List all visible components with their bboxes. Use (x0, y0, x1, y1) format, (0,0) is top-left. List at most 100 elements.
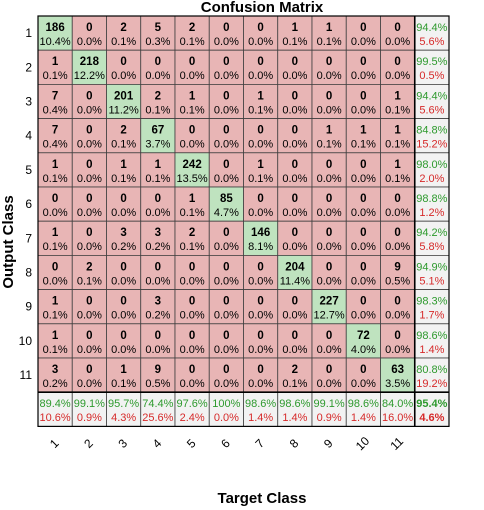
y-tick-label: 11 (20, 368, 33, 382)
matrix-cell (380, 220, 416, 256)
cell-count-label: 0 (86, 227, 92, 239)
cell-count-label: 2 (120, 125, 126, 137)
cell-percent-label: 0.0% (317, 344, 342, 356)
summary-correct-label: 89.4% (40, 398, 71, 410)
summary-cell (414, 357, 450, 393)
cell-count-label: 3 (120, 227, 126, 239)
summary-error-label: 0.5% (419, 70, 444, 82)
summary-cell (243, 391, 279, 427)
y-axis-title: Output Class (0, 195, 17, 288)
matrix-cell (277, 49, 313, 85)
cell-percent-label: 0.0% (214, 310, 239, 322)
cell-count-label: 0 (360, 90, 366, 102)
summary-cell (414, 84, 450, 120)
matrix-cell (277, 152, 313, 188)
cell-percent-label: 0.1% (351, 139, 376, 151)
matrix-cell (277, 15, 313, 51)
cell-count-label: 0 (223, 90, 229, 102)
summary-correct-label: 94.2% (416, 227, 447, 239)
cell-count-label: 201 (114, 90, 134, 102)
matrix-cell (243, 323, 279, 359)
matrix-cell (37, 220, 73, 256)
cell-count-label: 227 (320, 296, 339, 308)
cell-percent-label: 0.0% (214, 173, 239, 185)
matrix-cell (277, 323, 313, 359)
cell-percent-label: 0.1% (43, 310, 68, 322)
y-tick-label: 2 (25, 60, 32, 74)
cell-count-label: 0 (326, 90, 332, 102)
cell-count-label: 0 (223, 261, 229, 273)
cell-count-label: 0 (360, 364, 366, 376)
cell-count-label: 1 (52, 227, 59, 239)
matrix-cell (380, 118, 416, 154)
matrix-cell (243, 254, 279, 290)
cell-count-label: 0 (360, 261, 366, 273)
cell-percent-label: 0.1% (317, 139, 342, 151)
cell-count-label: 1 (52, 56, 59, 68)
cell-percent-label: 0.2% (145, 310, 170, 322)
cell-percent-label: 0.0% (145, 344, 170, 356)
cell-count-label: 0 (86, 159, 92, 171)
matrix-cell (208, 357, 244, 393)
cell-count-label: 0 (257, 22, 263, 34)
cell-count-label: 0 (120, 296, 126, 308)
cell-count-label: 0 (394, 56, 400, 68)
summary-cell (414, 254, 450, 290)
matrix-cell (140, 186, 176, 222)
cell-percent-label: 0.1% (282, 378, 307, 390)
matrix-cell (140, 289, 176, 325)
summary-error-label: 16.0% (382, 412, 413, 424)
cell-count-label: 186 (46, 22, 65, 34)
matrix-cell (380, 152, 416, 188)
cell-percent-label: 0.1% (111, 36, 136, 48)
summary-error-label: 1.4% (419, 344, 444, 356)
matrix-cell (380, 49, 416, 85)
matrix-cell (37, 15, 73, 51)
cell-percent-label: 0.0% (385, 207, 410, 219)
cell-count-label: 1 (394, 125, 401, 137)
cell-percent-label: 0.0% (214, 378, 239, 390)
cell-count-label: 0 (394, 22, 400, 34)
matrix-cell (345, 49, 381, 85)
x-tick-label: 6 (218, 436, 233, 451)
cell-count-label: 0 (292, 330, 298, 342)
matrix-cell (37, 186, 73, 222)
matrix-cell (243, 49, 279, 85)
cell-count-label: 67 (151, 125, 164, 137)
matrix-cell (208, 118, 244, 154)
cell-count-label: 0 (86, 193, 92, 205)
cell-percent-label: 0.0% (43, 275, 68, 287)
cell-count-label: 0 (394, 330, 400, 342)
cell-count-label: 2 (292, 364, 298, 376)
summary-cell (414, 220, 450, 256)
cell-count-label: 0 (257, 56, 263, 68)
matrix-border (37, 15, 450, 427)
matrix-cell (106, 152, 142, 188)
matrix-cell (140, 49, 176, 85)
cell-percent-label: 0.0% (317, 104, 342, 116)
cell-percent-label: 0.0% (180, 310, 205, 322)
cell-percent-label: 0.0% (77, 378, 102, 390)
cell-percent-label: 12.2% (74, 70, 105, 82)
cell-count-label: 85 (220, 193, 233, 205)
summary-error-label: 2.4% (180, 412, 205, 424)
cell-count-label: 0 (360, 296, 366, 308)
cell-count-label: 2 (155, 90, 161, 102)
cell-percent-label: 0.0% (214, 344, 239, 356)
cell-count-label: 1 (394, 90, 401, 102)
matrix-cell (71, 15, 107, 51)
summary-correct-label: 100% (212, 398, 240, 410)
cell-count-label: 1 (189, 193, 196, 205)
cell-count-label: 0 (326, 330, 332, 342)
cell-count-label: 0 (257, 364, 263, 376)
summary-cell (380, 391, 416, 427)
matrix-cell (208, 220, 244, 256)
y-tick-label: 10 (19, 334, 33, 348)
cell-count-label: 9 (394, 261, 400, 273)
cell-percent-label: 11.2% (108, 104, 139, 116)
cell-count-label: 3 (155, 296, 161, 308)
cell-count-label: 1 (292, 22, 299, 34)
summary-correct-label: 97.6% (177, 398, 208, 410)
cell-count-label: 0 (292, 193, 298, 205)
